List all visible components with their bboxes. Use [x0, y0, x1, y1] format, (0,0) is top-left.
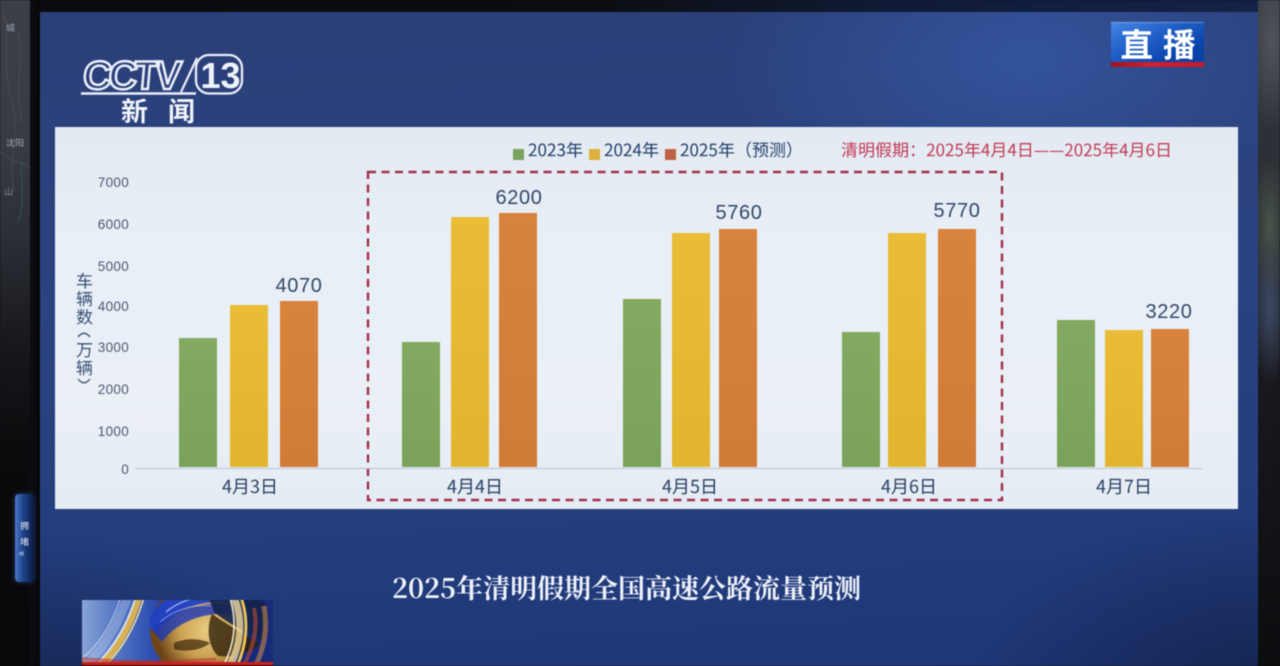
- svg-text:13: 13: [201, 55, 241, 96]
- svg-text:CCTV: CCTV: [81, 54, 183, 98]
